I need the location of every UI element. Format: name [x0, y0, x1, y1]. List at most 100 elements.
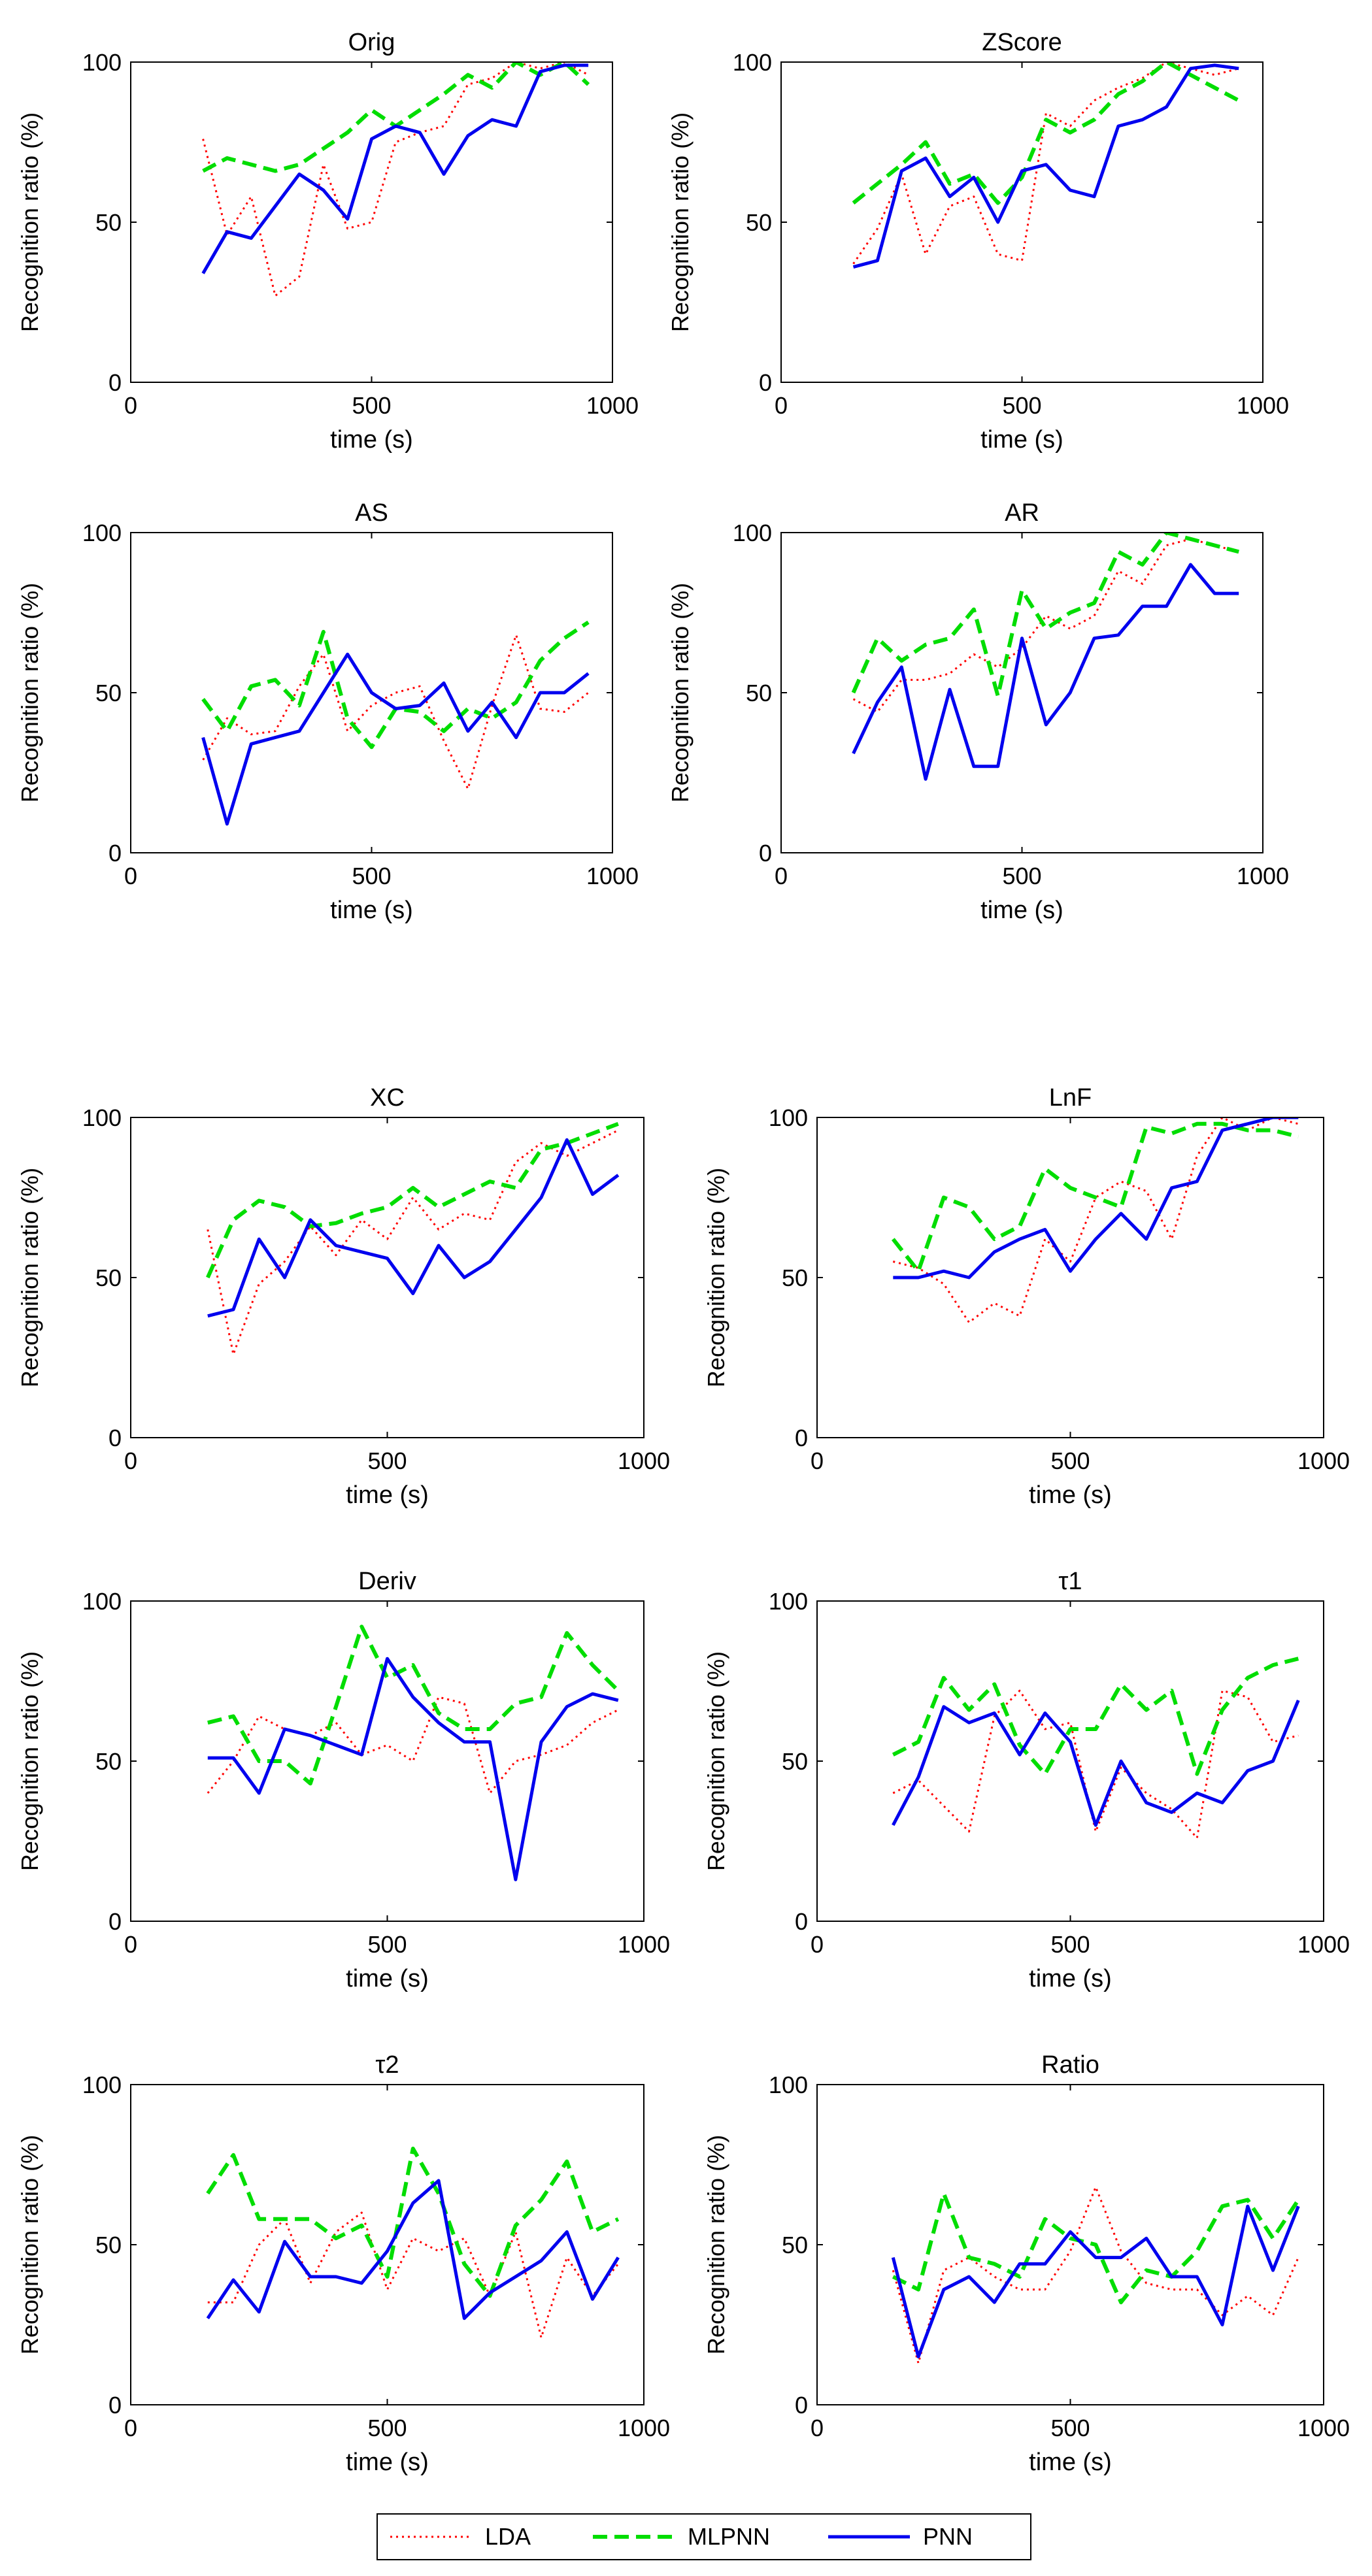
chart-panel-10-ratio: 0 500 1000 0 50 100 Ratio time (s) Recognition r…: [703, 2051, 1350, 2476]
x-tick-label: 0: [775, 392, 788, 419]
x-axis-label: time (s): [330, 426, 413, 454]
series-line-lda: [207, 1129, 619, 1356]
series-group: [892, 1657, 1300, 1840]
x-tick-label: 1000: [1237, 863, 1289, 889]
x-tick-label: 500: [367, 2415, 407, 2441]
x-tick-label: 500: [352, 863, 391, 889]
series-line-pnn: [852, 563, 1239, 781]
y-tick-label: 100: [769, 1104, 808, 1131]
x-tick-label: 500: [1050, 2415, 1090, 2441]
y-tick-label: 0: [109, 1908, 122, 1935]
series-line-lda: [892, 1689, 1299, 1840]
series-line-pnn: [852, 63, 1239, 269]
chart-panel-5-xc: 0 500 1000 0 50 100 XC time (s) Recognition rati…: [16, 1084, 670, 1509]
series-line-lda: [207, 1696, 619, 1794]
y-tick-label: 0: [795, 1908, 808, 1935]
y-tick-label: 50: [95, 2232, 122, 2258]
y-tick-label: 100: [733, 520, 772, 546]
plot-area: [781, 533, 1263, 853]
x-tick-label: 0: [124, 2415, 137, 2441]
series-line-pnn: [207, 1138, 620, 1318]
y-tick-label: 50: [782, 2232, 808, 2258]
plot-area: [817, 2085, 1324, 2405]
chart-panel-3-as: 0 500 1000 0 50 100 AS time (s) Recognition rati…: [16, 499, 639, 924]
y-tick-label: 0: [109, 2392, 122, 2419]
series-line-pnn: [891, 2204, 1300, 2358]
x-axis-label: time (s): [980, 426, 1063, 454]
y-axis-label: Recognition ratio (%): [16, 1168, 43, 1387]
plot-area: [131, 1601, 644, 1921]
x-tick-label: 0: [124, 863, 137, 889]
y-tick-label: 0: [759, 840, 772, 867]
series-group: [852, 62, 1240, 269]
chart-title: LnF: [1049, 1084, 1092, 1112]
y-tick-label: 0: [109, 1425, 122, 1451]
series-line-lda: [852, 538, 1239, 713]
series-line-mlpnn: [891, 1121, 1299, 1274]
y-axis-label: Recognition ratio (%): [667, 583, 694, 802]
chart-panel-6-lnf: 0 500 1000 0 50 100 LnF time (s) Recognition rat…: [703, 1084, 1350, 1509]
x-tick-label: 0: [124, 1447, 137, 1474]
x-tick-label: 1000: [618, 1931, 670, 1958]
x-tick-label: 500: [1050, 1447, 1090, 1474]
legend-label-pnn: PNN: [923, 2523, 973, 2550]
series-line-mlpnn: [206, 2147, 620, 2298]
legend: LDA MLPNN PNN: [376, 2513, 1031, 2560]
series-group: [206, 2147, 620, 2339]
chart-panel-9-2: 0 500 1000 0 50 100 τ2 time (s) Recognition rati…: [16, 2051, 670, 2476]
series-line-pnn: [893, 1117, 1299, 1280]
chart-title: ZScore: [982, 29, 1062, 56]
series-group: [201, 62, 590, 297]
series-line-mlpnn: [206, 1121, 619, 1279]
chart-title: XC: [370, 1084, 405, 1112]
x-tick-label: 1000: [1297, 1931, 1350, 1958]
series-line-lda: [202, 634, 590, 790]
y-tick-label: 50: [782, 1748, 808, 1775]
chart-panel-2-zscore: 0 500 1000 0 50 100 ZScore time (s) Recognition …: [667, 29, 1289, 454]
plot-area: [131, 1117, 644, 1438]
y-tick-label: 50: [746, 680, 772, 706]
x-axis-label: time (s): [346, 2449, 429, 2476]
chart-panel-1-orig: 0 500 1000 0 50 100 Orig time (s) Recognition ra…: [16, 29, 639, 454]
series-group: [891, 1117, 1299, 1324]
y-tick-label: 50: [95, 1264, 122, 1291]
y-tick-label: 100: [769, 2072, 808, 2098]
x-tick-label: 0: [811, 2415, 824, 2441]
x-tick-label: 0: [811, 1931, 824, 1958]
legend-box: [376, 2513, 1031, 2560]
series-line-pnn: [206, 2179, 620, 2320]
chart-title: AS: [355, 499, 388, 527]
chart-title: Deriv: [358, 1568, 416, 1595]
series-line-mlpnn: [892, 1657, 1299, 1776]
x-axis-label: time (s): [346, 1481, 429, 1509]
x-axis-label: time (s): [1029, 1481, 1112, 1509]
series-line-pnn: [207, 1657, 619, 1881]
x-tick-label: 500: [1002, 863, 1041, 889]
series-group: [207, 1625, 620, 1881]
chart-title: Orig: [348, 29, 395, 56]
x-tick-label: 500: [1002, 392, 1041, 419]
legend-label-mlpnn: MLPNN: [688, 2523, 770, 2550]
y-axis-label: Recognition ratio (%): [667, 112, 694, 332]
x-tick-label: 500: [352, 392, 391, 419]
x-tick-label: 500: [367, 1931, 407, 1958]
y-tick-label: 0: [109, 840, 122, 867]
series-group: [201, 620, 590, 826]
chart-panel-4-ar: 0 500 1000 0 50 100 AR time (s) Recognition rati…: [667, 499, 1289, 924]
y-axis-label: Recognition ratio (%): [703, 2135, 729, 2354]
plot-area: [817, 1601, 1324, 1921]
x-tick-label: 1000: [586, 863, 639, 889]
y-axis-label: Recognition ratio (%): [703, 1651, 729, 1871]
series-group: [206, 1121, 620, 1356]
y-tick-label: 50: [782, 1264, 808, 1291]
y-tick-label: 50: [95, 209, 122, 236]
x-tick-label: 1000: [586, 392, 639, 419]
chart-title: Ratio: [1041, 2051, 1099, 2079]
x-axis-label: time (s): [330, 897, 413, 924]
y-axis-label: Recognition ratio (%): [16, 1651, 43, 1871]
plot-area: [781, 62, 1263, 382]
y-axis-label: Recognition ratio (%): [16, 112, 43, 332]
y-axis-label: Recognition ratio (%): [703, 1168, 729, 1387]
plot-area: [131, 2085, 644, 2405]
legend-label-lda: LDA: [485, 2523, 531, 2550]
